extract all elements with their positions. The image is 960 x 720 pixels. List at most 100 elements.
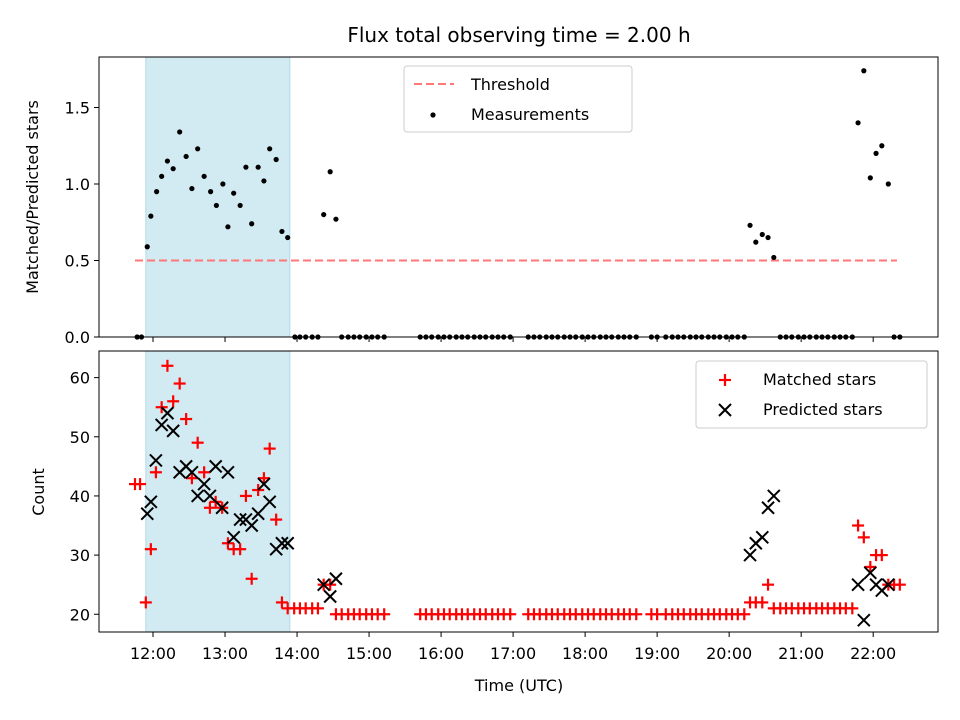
predicted-star-point [166, 424, 180, 438]
matched-star-point [167, 395, 180, 408]
bottom-y-tick-label: 30 [70, 546, 90, 565]
matched-star-point [756, 596, 769, 609]
predicted-star-point [215, 501, 229, 515]
measurement-point [879, 143, 885, 149]
measurement-point [753, 239, 759, 245]
top-legend-box [403, 65, 633, 133]
bottom-panel: 12:00 13:00 14:00 15:00 16:00 17:00 18:00 19:00… [29, 350, 939, 695]
x-tick-label: 13:00 [202, 644, 248, 663]
matched-star-point [185, 472, 198, 485]
bottom-shaded-interval [145, 351, 291, 632]
predicted-star-point [149, 453, 163, 468]
measurement-point [273, 156, 279, 163]
x-tick-label: 16:00 [418, 644, 464, 663]
measurement-point [765, 234, 771, 241]
predicted-star-point [185, 465, 199, 479]
matched-star-point [203, 501, 216, 514]
measurement-point [279, 228, 285, 235]
measurement-point [237, 202, 243, 209]
measurement-point [189, 185, 195, 192]
predicted-star-point [140, 506, 154, 521]
predicted-star-point [244, 518, 259, 533]
matched-star-point [144, 543, 157, 556]
measurement-point [321, 211, 327, 218]
measurement-point [154, 189, 160, 195]
legend-threshold-label: Threshold [470, 75, 550, 94]
measurement-point [243, 164, 249, 170]
measurement-point [885, 181, 891, 187]
measurement-point [170, 166, 176, 172]
x-tick-label: 21:00 [778, 644, 824, 663]
measurement-point [267, 146, 273, 152]
bottom-legend-box [695, 360, 928, 429]
predicted-star-point [743, 548, 757, 562]
predicted-star-point [857, 613, 871, 627]
matched-star-point [893, 578, 906, 591]
predicted-star-point [329, 572, 343, 586]
x-tick-label: 15:00 [346, 644, 392, 663]
predicted-star-point [257, 477, 271, 491]
bottom-y-tick-label: 60 [70, 369, 90, 388]
measurement-point [249, 221, 255, 227]
bottom-plot-frame [98, 350, 939, 633]
predicted-star-point [851, 577, 865, 592]
measurement-point [759, 231, 765, 238]
matched-star-point [762, 578, 775, 591]
top-y-tick-label: 1.0 [65, 175, 90, 194]
predicted-star-point [154, 418, 169, 432]
measurement-point [225, 224, 231, 230]
matched-star-point [311, 602, 324, 615]
measurement-point [873, 150, 879, 156]
measurement-point [747, 222, 753, 228]
measurement-point [148, 213, 154, 219]
matched-star-point [852, 519, 865, 532]
measurement-point [231, 190, 237, 196]
measurement-point [144, 244, 150, 250]
measurement-point [771, 254, 777, 261]
measurement-point [867, 175, 873, 181]
bottom-y-tick-label: 40 [70, 487, 90, 506]
predicted-star-point [221, 465, 235, 479]
measurement-point [220, 181, 226, 187]
predicted-star-point [160, 406, 175, 420]
measurement-point [213, 202, 219, 209]
legend-measurements-swatch [430, 112, 436, 118]
x-tick-label: 22:00 [850, 644, 896, 663]
matched-star-point [275, 596, 288, 609]
measurement-point [201, 173, 207, 179]
matched-star-point [846, 602, 859, 615]
predicted-star-point [280, 536, 295, 550]
measurement-point [164, 158, 171, 164]
bottom-y-tick-label: 50 [70, 428, 90, 447]
predicted-star-point [767, 489, 781, 503]
predicted-star-point [275, 536, 289, 550]
matched-star-point [134, 478, 147, 491]
measurement-point [183, 153, 189, 160]
predicted-star-point [755, 530, 769, 545]
measurement-point [255, 164, 261, 170]
measurement-point [285, 234, 291, 241]
matched-star-point [139, 596, 152, 609]
top-legend: Threshold Measurements [403, 65, 633, 133]
matched-star-point [864, 560, 877, 573]
measurement-point [861, 68, 867, 74]
bottom-legend: Matched stars Predicted stars [695, 360, 928, 429]
legend-predicted-swatch [718, 403, 732, 417]
top-y-tick-label: 1.5 [65, 98, 90, 117]
x-axis-label: Time (UTC) [474, 676, 563, 695]
matched-star-point [270, 513, 283, 526]
matched-star-point [257, 472, 270, 485]
legend-matched-swatch [719, 374, 731, 386]
x-tick-label: 20:00 [706, 644, 752, 663]
predicted-star-point [226, 530, 241, 545]
measurement-point [177, 129, 183, 135]
matched-star-point [173, 377, 186, 390]
predicted-star-point [197, 477, 211, 491]
matched-star-point [149, 466, 162, 479]
predicted-star-point [208, 459, 223, 474]
matched-star-point [263, 442, 276, 455]
top-y-tick-label: 0.0 [65, 328, 90, 347]
predicted-star-point [761, 501, 775, 515]
x-tick-label: 19:00 [634, 644, 680, 663]
